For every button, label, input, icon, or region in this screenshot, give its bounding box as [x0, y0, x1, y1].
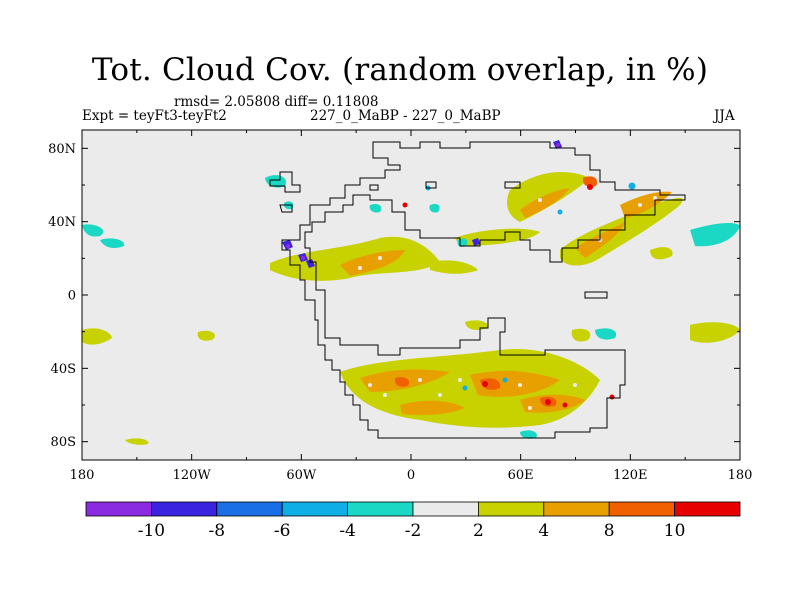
colorbar-label: -2 — [405, 521, 422, 541]
stats-label: rmsd= 2.05808 diff= 0.11808 — [174, 94, 379, 110]
coastline — [269, 141, 686, 439]
lon-tick-label: 180 — [70, 468, 95, 483]
colorbar-label: 4 — [538, 521, 549, 541]
longitude-axis: 180 120W 60W 0 60E 120E 180 — [70, 130, 753, 483]
colorbar-label: -10 — [138, 521, 165, 541]
colorbar-swatch — [85, 501, 152, 517]
lat-tick-label: 0 — [68, 289, 76, 304]
lat-tick-label: 80S — [51, 435, 76, 450]
page-title: Tot. Cloud Cov. (random overlap, in %) — [91, 52, 709, 88]
colorbar-label: 10 — [664, 521, 686, 541]
colorbar-swatch — [281, 501, 349, 517]
lon-tick-label: 120E — [613, 468, 647, 483]
colorbar-label: -6 — [274, 521, 291, 541]
lat-tick-label: 40S — [51, 362, 76, 377]
colorbar-swatch — [216, 501, 283, 517]
colorbar-swatch — [608, 501, 676, 517]
colorbar: -10 -8 -6 -4 -2 2 4 8 10 — [85, 501, 741, 541]
season-label: JJA — [714, 108, 735, 124]
lon-tick-label: 180 — [728, 468, 753, 483]
colorbar-swatch — [347, 501, 414, 517]
latitude-axis: 80N 40N 0 40S 80S — [48, 142, 740, 450]
colorbar-label: 2 — [473, 521, 484, 541]
colorbar-swatch — [543, 501, 610, 517]
lon-tick-label: 0 — [407, 468, 415, 483]
experiment-label: Expt = teyFt3-teyFt2 — [82, 108, 227, 124]
lon-tick-label: 60W — [286, 468, 317, 483]
lat-tick-label: 40N — [48, 215, 76, 230]
colorbar-swatch — [477, 501, 545, 517]
colorbar-swatch — [412, 501, 479, 517]
colorbar-label: -8 — [209, 521, 226, 541]
lon-tick-label: 60E — [508, 468, 534, 483]
period-label: 227_0_MaBP - 227_0_MaBP — [310, 108, 501, 124]
colorbar-swatch — [150, 501, 218, 517]
lon-tick-label: 120W — [173, 468, 212, 483]
lat-tick-label: 80N — [48, 142, 76, 157]
colorbar-label: -4 — [339, 521, 356, 541]
colorbar-swatch — [674, 501, 741, 517]
colorbar-label: 8 — [604, 521, 615, 541]
